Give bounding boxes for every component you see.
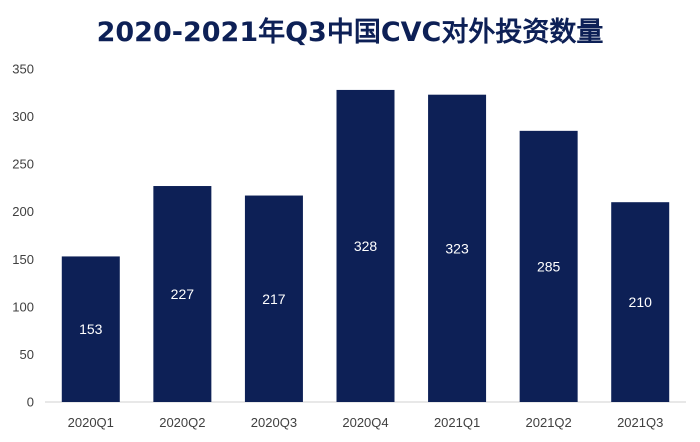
bar [153, 186, 212, 402]
y-tick-label: 50 [20, 347, 34, 362]
y-tick-label: 150 [12, 252, 34, 267]
bar [611, 202, 670, 402]
x-tick-label: 2020Q1 [68, 415, 114, 430]
bar-value-label: 323 [445, 240, 469, 256]
bars: 153 227 217 328 323 285 210 [61, 89, 670, 403]
x-tick-label: 2020Q3 [251, 415, 297, 430]
bar [336, 89, 395, 402]
y-tick-label: 250 [12, 157, 34, 172]
x-tick-label: 2020Q2 [159, 415, 205, 430]
bar-value-label: 285 [537, 258, 561, 274]
bar-value-label: 217 [262, 291, 286, 307]
bar [61, 256, 120, 402]
x-tick-label: 2021Q3 [617, 415, 663, 430]
y-axis-ticks: 0 50 100 150 200 250 300 350 [12, 62, 34, 410]
bar [244, 195, 303, 402]
chart-title: 2020-2021年Q3中国CVC对外投资数量 [96, 17, 604, 48]
y-tick-label: 0 [27, 395, 34, 410]
bar [428, 94, 487, 402]
bar-value-label: 210 [629, 294, 653, 310]
y-tick-label: 200 [12, 204, 34, 219]
x-tick-label: 2020Q4 [342, 415, 388, 430]
bar-value-label: 227 [171, 286, 195, 302]
x-tick-label: 2021Q2 [526, 415, 572, 430]
bar [519, 130, 578, 403]
y-tick-label: 300 [12, 109, 34, 124]
x-axis-labels: 2020Q1 2020Q2 2020Q3 2020Q4 2021Q1 2021Q2 2021… [68, 415, 664, 430]
x-tick-label: 2021Q1 [434, 415, 480, 430]
bar-value-label: 153 [79, 321, 103, 337]
y-tick-label: 100 [12, 299, 34, 314]
y-tick-label: 350 [12, 62, 34, 77]
bar-value-label: 328 [354, 238, 378, 254]
